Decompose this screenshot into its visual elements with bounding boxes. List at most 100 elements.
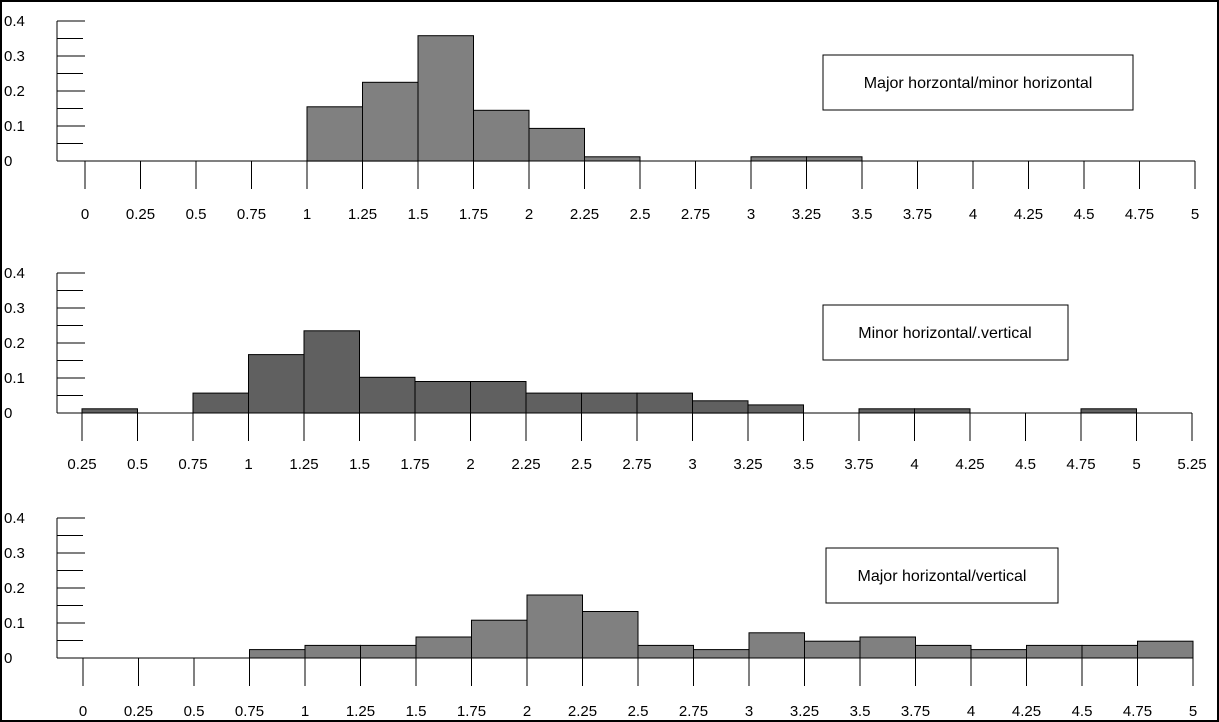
x-tick-label: 3.75 — [903, 206, 932, 223]
histogram-bar — [359, 376, 416, 414]
x-tick-label: 4 — [969, 206, 977, 223]
y-tick-label: 0.1 — [4, 118, 25, 135]
histogram-bar — [636, 392, 693, 414]
histogram-bar — [747, 404, 804, 414]
y-tick-label: 0 — [4, 405, 12, 422]
y-tick-label: 0.1 — [4, 615, 25, 632]
x-tick-label: 4.25 — [955, 456, 984, 473]
histogram-bar — [414, 381, 471, 414]
y-tick-label: 0.3 — [4, 48, 25, 65]
histogram-bar — [417, 35, 474, 162]
x-tick-label: 3.25 — [792, 206, 821, 223]
histogram-bar — [1137, 640, 1194, 659]
x-tick-label: 2.75 — [622, 456, 651, 473]
x-tick-label: 1.5 — [349, 456, 370, 473]
x-tick-label: 0.5 — [184, 703, 205, 720]
x-tick-label: 4.5 — [1074, 206, 1095, 223]
x-tick-label: 0.75 — [237, 206, 266, 223]
x-tick-label: 5 — [1132, 456, 1140, 473]
histogram-bar — [306, 106, 363, 162]
legend-label: Minor horizontal/.vertical — [858, 325, 1031, 342]
x-tick-label: 3.5 — [852, 206, 873, 223]
x-tick-label: 5 — [1189, 703, 1197, 720]
x-tick-label: 1.25 — [348, 206, 377, 223]
x-tick-label: 1 — [303, 206, 311, 223]
x-tick-label: 1.25 — [346, 703, 375, 720]
x-tick-label: 0 — [79, 703, 87, 720]
x-tick-label: 4.75 — [1125, 206, 1154, 223]
x-tick-label: 3.5 — [850, 703, 871, 720]
histogram-bar — [415, 636, 472, 659]
x-tick-label: 3.75 — [844, 456, 873, 473]
histogram-bar — [859, 636, 916, 659]
plot-area: 0 0.25 0.5 0.75 1 1.25 1.5 1.75 2 2.25 2.5 2.75 3 3.2… — [4, 13, 1199, 223]
x-tick-label: 1.25 — [289, 456, 318, 473]
x-tick-label: 2.5 — [571, 456, 592, 473]
x-tick-label: 1.5 — [406, 703, 427, 720]
x-tick-label: 0.25 — [126, 206, 155, 223]
x-tick-label: 0.5 — [127, 456, 148, 473]
x-tick-label: 4.25 — [1012, 703, 1041, 720]
x-tick-label: 1 — [244, 456, 252, 473]
x-tick-label: 1 — [301, 703, 309, 720]
x-tick-label: 3 — [747, 206, 755, 223]
y-tick-label: 0.2 — [4, 580, 25, 597]
histogram-bar — [581, 392, 638, 414]
x-tick-label: 4.5 — [1072, 703, 1093, 720]
histogram-bar — [637, 644, 694, 659]
x-tick-label: 4.75 — [1123, 703, 1152, 720]
legend-box — [825, 547, 1059, 604]
histogram-bar — [692, 400, 749, 414]
legend-label: Major horizontal/vertical — [858, 568, 1027, 585]
x-tick-label: 1.75 — [457, 703, 486, 720]
x-tick-label: 2.5 — [628, 703, 649, 720]
histogram-bar — [362, 81, 419, 162]
x-tick-label: 1.5 — [408, 206, 429, 223]
plot-area: 0.25 0.5 0.75 1 1.25 1.5 1.75 2 2.25 2.5 2.75 3 3.25… — [4, 265, 1207, 473]
y-tick-label: 0.3 — [4, 300, 25, 317]
x-tick-label: 2 — [525, 206, 533, 223]
x-tick-label: 2 — [523, 703, 531, 720]
x-tick-label: 3.75 — [901, 703, 930, 720]
x-tick-label: 3.25 — [733, 456, 762, 473]
histogram-bar — [914, 408, 971, 414]
histogram-bar — [750, 156, 807, 162]
histogram-bar — [192, 392, 249, 414]
x-tick-label: 3 — [745, 703, 753, 720]
y-tick-label: 0.4 — [4, 510, 25, 527]
histogram-bar — [693, 649, 750, 659]
x-tick-label: 2.75 — [679, 703, 708, 720]
histogram-bar — [970, 649, 1027, 659]
x-tick-label: 5 — [1191, 206, 1199, 223]
histogram-bar — [806, 156, 863, 162]
x-tick-label: 2.25 — [511, 456, 540, 473]
y-tick-label: 0.4 — [4, 13, 25, 30]
histogram-bar — [360, 644, 417, 659]
histogram-bar — [249, 649, 306, 659]
histogram-bar — [473, 109, 530, 162]
legend-box — [822, 54, 1134, 111]
histogram-bar — [525, 392, 582, 414]
x-tick-label: 4 — [967, 703, 975, 720]
y-tick-label: 0.2 — [4, 335, 25, 352]
histogram-bar — [304, 644, 361, 659]
x-tick-label: 4 — [910, 456, 918, 473]
histogram-bar — [526, 594, 583, 659]
x-tick-label: 4.5 — [1015, 456, 1036, 473]
legend-box — [822, 304, 1069, 361]
x-tick-label: 3.25 — [790, 703, 819, 720]
histogram-bar — [915, 644, 972, 659]
x-tick-label: 3 — [688, 456, 696, 473]
x-tick-label: 5.25 — [1177, 456, 1206, 473]
histogram-bar — [1080, 408, 1137, 414]
x-tick-label: 3.5 — [793, 456, 814, 473]
x-tick-label: 2.75 — [681, 206, 710, 223]
x-tick-label: 1.75 — [400, 456, 429, 473]
x-tick-label: 0.25 — [67, 456, 96, 473]
x-tick-label: 0.25 — [124, 703, 153, 720]
histogram-bar — [748, 632, 805, 659]
x-tick-label: 2 — [466, 456, 474, 473]
x-tick-label: 0 — [81, 206, 89, 223]
x-tick-label: 0.75 — [235, 703, 264, 720]
